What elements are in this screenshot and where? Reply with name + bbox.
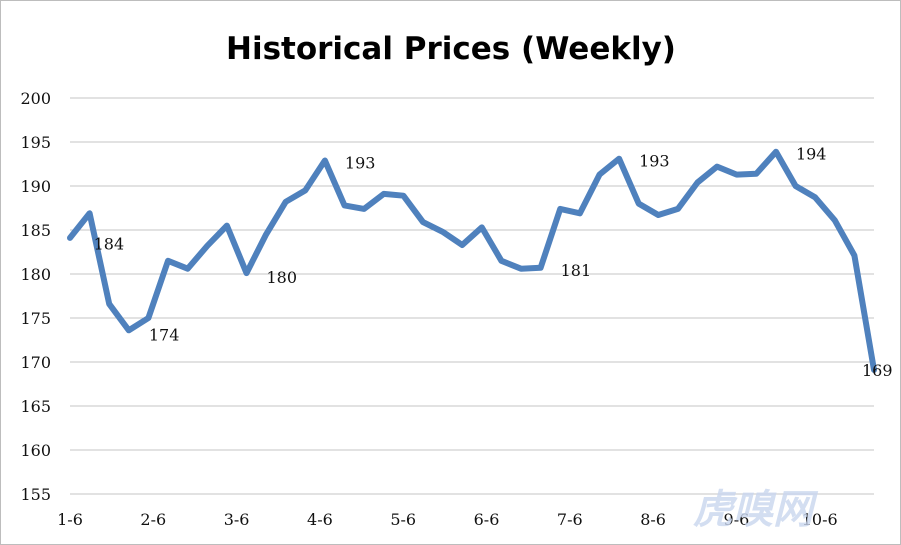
data-label: 181 (561, 261, 592, 280)
x-tick-label: 4-6 (307, 510, 333, 529)
watermark-logo: 虎嗅网 (693, 487, 819, 533)
y-tick-label: 175 (20, 309, 51, 328)
data-label: 194 (796, 145, 827, 164)
x-tick-label: 5-6 (390, 510, 416, 529)
y-tick-label: 170 (20, 353, 51, 372)
grid-lines (70, 97, 874, 495)
y-tick-label: 185 (20, 221, 51, 240)
x-tick-label: 6-6 (474, 510, 500, 529)
series-layer (67, 148, 877, 373)
x-tick-label: 8-6 (640, 510, 666, 529)
x-tick-label: 10-6 (802, 510, 838, 529)
x-tick-label: 9-6 (724, 510, 750, 529)
y-tick-label: 200 (20, 89, 51, 108)
y-tick-label: 180 (20, 265, 51, 284)
y-tick-label: 195 (20, 133, 51, 152)
x-tick-label: 3-6 (224, 510, 250, 529)
data-labels: 184 174 180 193 181 193 194 169 (94, 145, 893, 380)
data-label: 169 (862, 361, 893, 380)
y-tick-label: 160 (20, 441, 51, 460)
y-axis-ticks: 155 160 165 170 175 180 185 190 195 200 (20, 89, 51, 504)
data-label: 180 (266, 268, 297, 287)
data-label: 193 (345, 153, 376, 172)
x-tick-label: 2-6 (140, 510, 166, 529)
x-axis-ticks: 1-6 2-6 3-6 4-6 5-6 6-6 7-6 8-6 9-6 10-6 (57, 510, 838, 529)
y-tick-label: 165 (20, 397, 51, 416)
y-tick-label: 155 (20, 485, 51, 504)
data-label: 193 (639, 152, 670, 171)
data-label: 174 (149, 325, 180, 344)
chart-title: Historical Prices (Weekly) (226, 31, 676, 67)
y-tick-label: 190 (20, 177, 51, 196)
data-label: 184 (94, 234, 125, 253)
x-tick-label: 1-6 (57, 510, 83, 529)
x-tick-label: 7-6 (557, 510, 583, 529)
series-line (67, 148, 877, 373)
